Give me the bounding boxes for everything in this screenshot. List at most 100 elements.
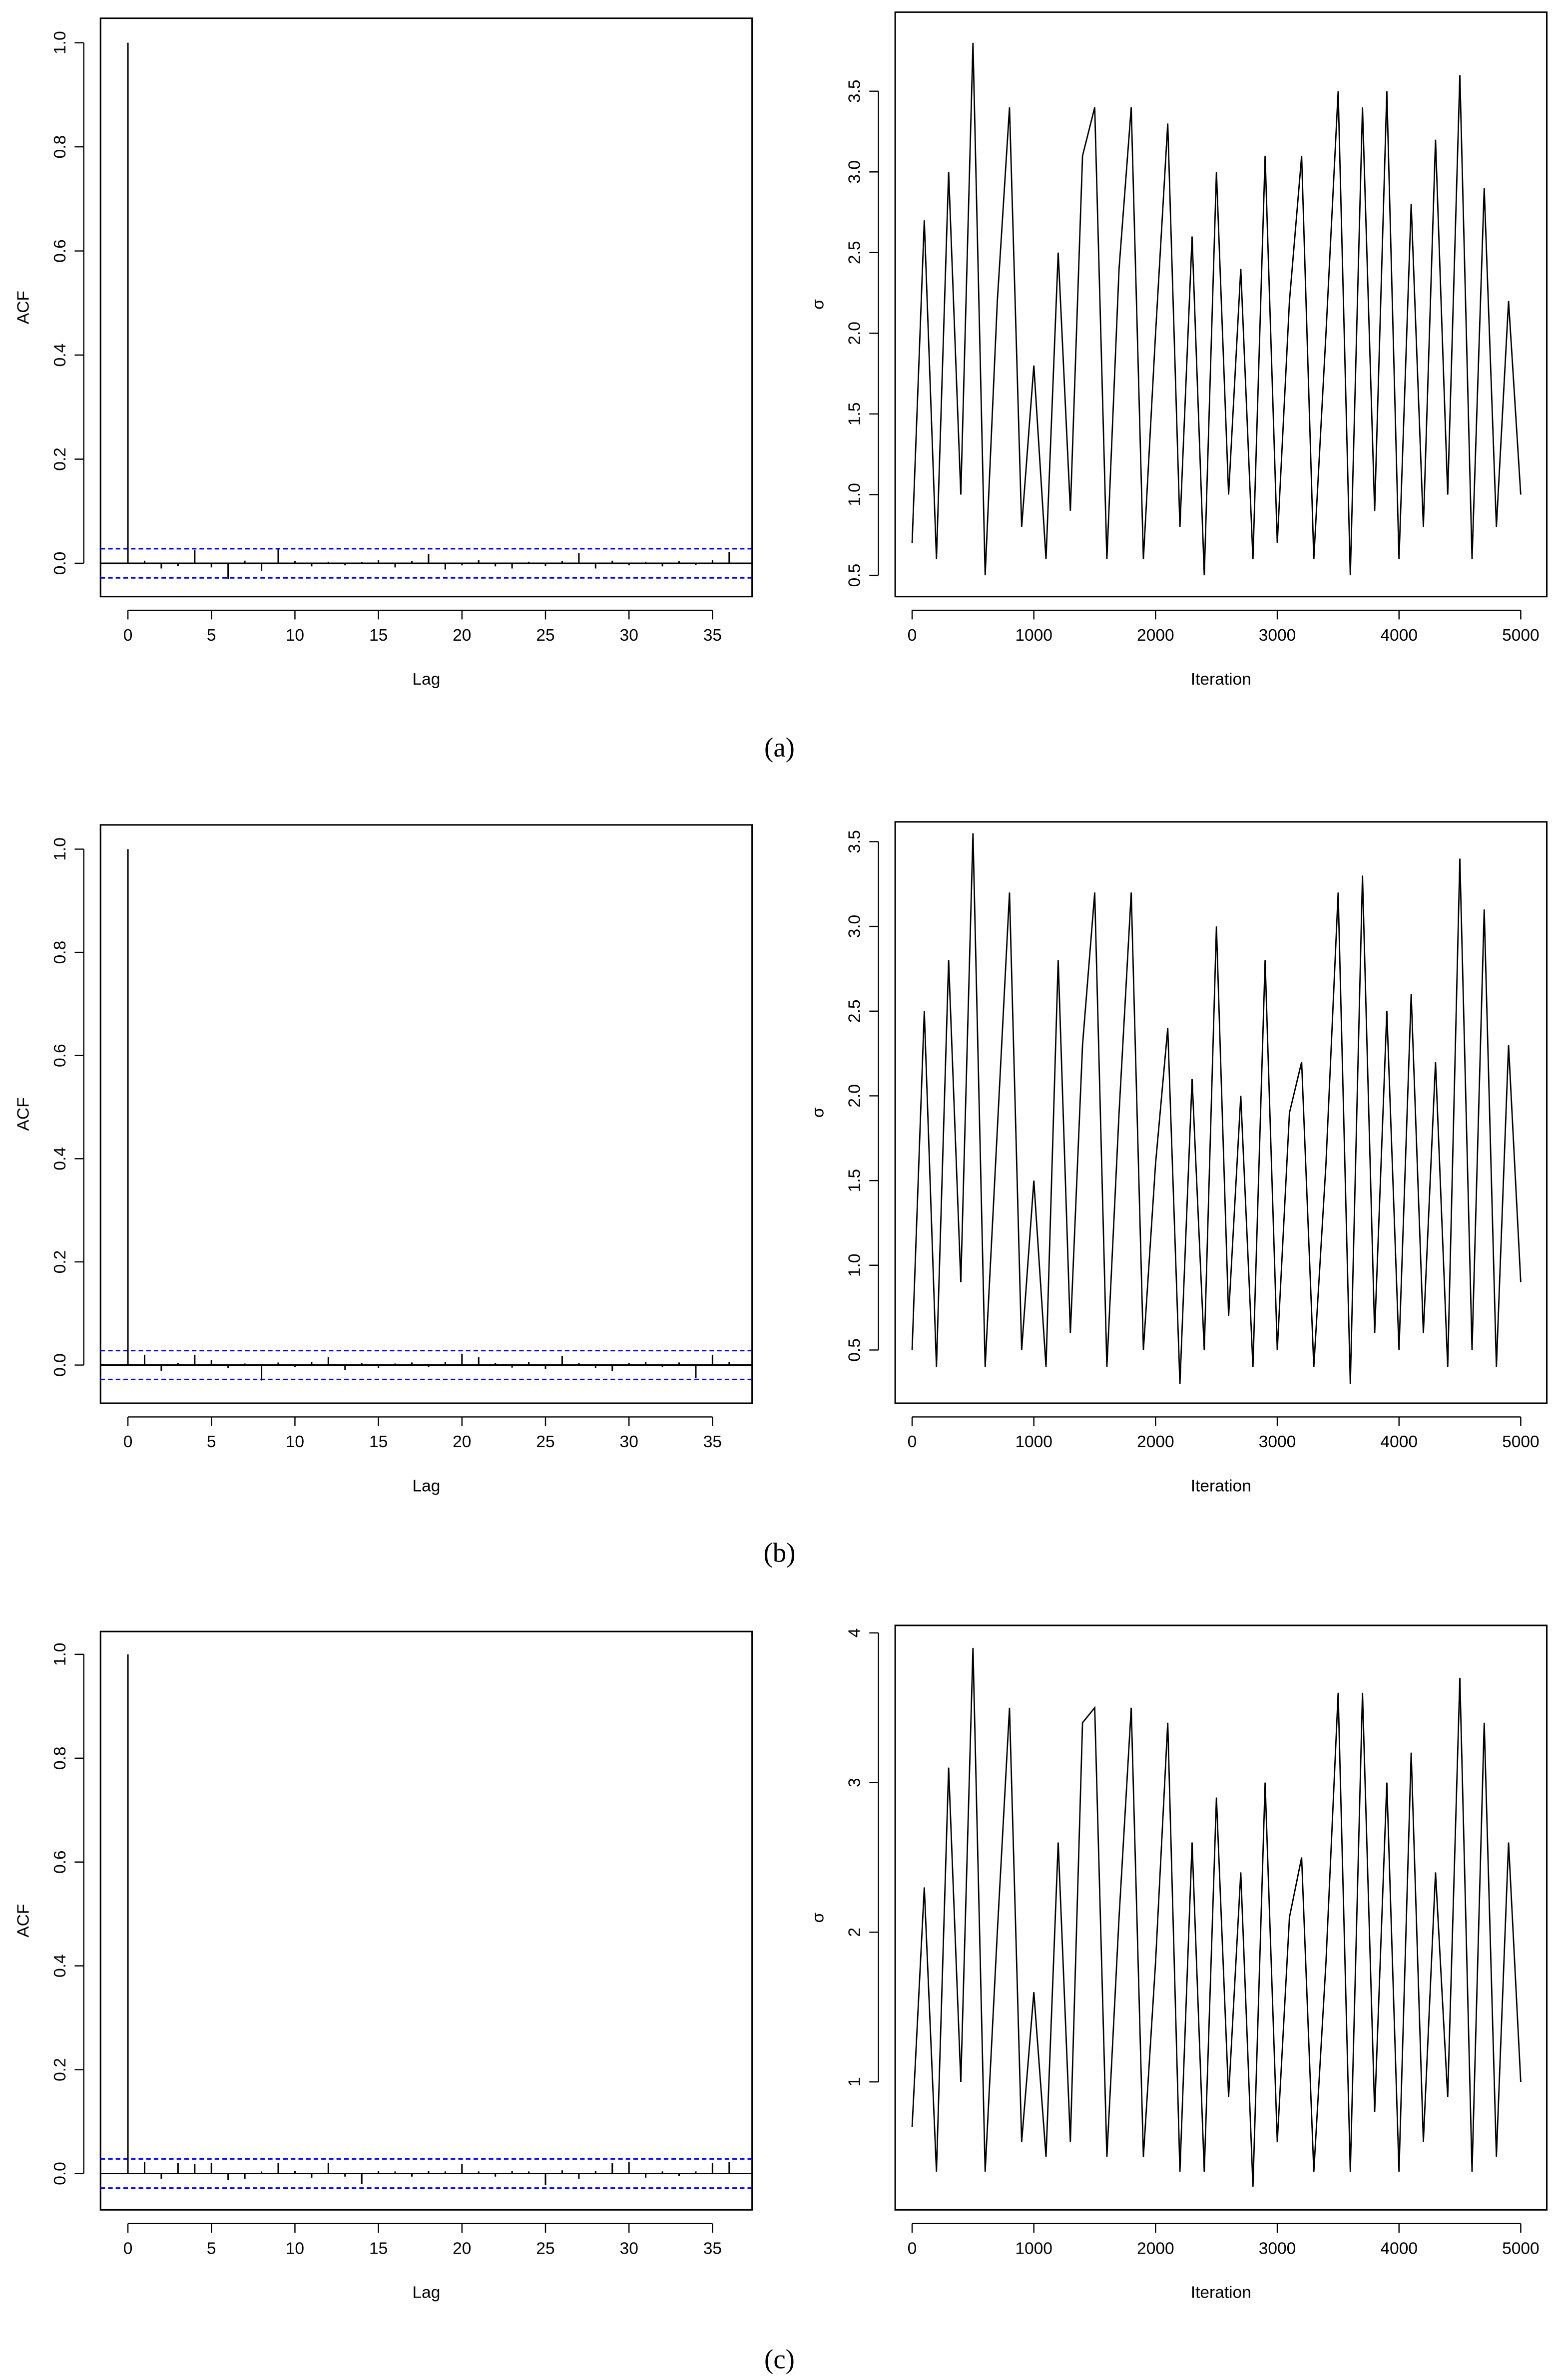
x-tick-label: 5: [207, 626, 216, 645]
y-axis-label: σ: [809, 1912, 828, 1923]
x-tick-label: 25: [536, 1433, 554, 1451]
x-tick-label: 25: [536, 626, 554, 645]
x-tick-label: 20: [453, 626, 471, 645]
x-tick-label: 0: [123, 1433, 133, 1451]
y-tick-label: 3.5: [846, 79, 864, 103]
y-axis-label: σ: [809, 299, 828, 310]
x-tick-label: 0: [908, 2239, 917, 2258]
x-tick-label: 25: [536, 2239, 554, 2258]
x-tick-label: 1000: [1015, 2239, 1052, 2258]
plot-box: [894, 1624, 1548, 2211]
y-tick-label: 0.2: [51, 1250, 69, 1274]
x-axis-label: Lag: [412, 2284, 440, 2302]
caption: (c): [764, 2344, 795, 2375]
x-tick-label: 2000: [1137, 2239, 1174, 2258]
x-tick-label: 5000: [1502, 626, 1540, 645]
x-tick-label: 10: [286, 626, 304, 645]
x-axis-label: Lag: [412, 1477, 440, 1495]
x-tick-label: 30: [620, 2239, 638, 2258]
y-tick-label: 0.5: [846, 564, 864, 587]
y-tick-label: 0.0: [51, 2162, 69, 2185]
x-tick-label: 10: [286, 2239, 304, 2258]
trace-line: [911, 42, 1522, 576]
y-tick-label: 0.8: [51, 135, 69, 159]
y-tick-label: 3.0: [846, 160, 864, 184]
y-tick-label: 2.5: [846, 241, 864, 265]
y-tick-label: 1.0: [51, 837, 69, 861]
y-tick-label: 0.0: [51, 552, 69, 575]
x-tick-label: 3000: [1259, 626, 1296, 645]
trace-line: [911, 1647, 1522, 2187]
x-tick-label: 35: [703, 2239, 722, 2258]
y-tick-label: 1: [846, 2077, 864, 2087]
y-tick-label: 0.4: [51, 1954, 69, 1978]
x-tick-label: 15: [369, 626, 388, 645]
y-tick-label: 0.2: [51, 2058, 69, 2081]
x-tick-label: 30: [620, 1433, 638, 1451]
y-tick-label: 0.6: [51, 1850, 69, 1874]
y-axis-label: ACF: [14, 1904, 33, 1938]
y-tick-label: 2.5: [846, 999, 864, 1023]
x-tick-label: 4000: [1380, 1433, 1418, 1451]
caption: (b): [764, 1537, 796, 1568]
plot-box: [99, 824, 753, 1404]
plot-box: [894, 11, 1548, 598]
y-tick-label: 0.8: [51, 1747, 69, 1770]
y-tick-label: 0.4: [51, 344, 69, 367]
plot-box: [99, 1630, 753, 2211]
x-tick-label: 2000: [1137, 1433, 1174, 1451]
x-tick-label: 3000: [1259, 1433, 1296, 1451]
y-tick-label: 0.4: [51, 1147, 69, 1171]
y-tick-label: 3.5: [846, 830, 864, 853]
y-tick-label: 3.0: [846, 915, 864, 938]
x-tick-label: 15: [369, 2239, 388, 2258]
trace-line: [911, 833, 1522, 1384]
y-tick-label: 1.5: [846, 402, 864, 426]
y-tick-label: 1.5: [846, 1169, 864, 1192]
x-tick-label: 0: [908, 1433, 917, 1451]
caption: (a): [764, 732, 795, 763]
y-tick-label: 1.0: [846, 1253, 864, 1277]
y-tick-label: 2.0: [846, 322, 864, 345]
x-tick-label: 15: [369, 1433, 388, 1451]
y-tick-label: 2: [846, 1928, 864, 1937]
x-tick-label: 5000: [1502, 2239, 1540, 2258]
y-tick-label: 1.0: [51, 1643, 69, 1666]
y-tick-label: 1.0: [51, 31, 69, 54]
x-tick-label: 5: [207, 2239, 216, 2258]
x-tick-label: 0: [908, 626, 917, 645]
x-axis-label: Iteration: [1191, 670, 1251, 689]
x-tick-label: 30: [620, 626, 638, 645]
x-tick-label: 0: [123, 2239, 133, 2258]
plot-box: [894, 821, 1548, 1404]
x-tick-label: 1000: [1015, 626, 1052, 645]
x-tick-label: 20: [453, 1433, 471, 1451]
x-tick-label: 3000: [1259, 2239, 1296, 2258]
x-tick-label: 4000: [1380, 2239, 1418, 2258]
x-axis-label: Iteration: [1191, 2284, 1251, 2302]
x-tick-label: 2000: [1137, 626, 1174, 645]
x-axis-label: Iteration: [1191, 1477, 1251, 1495]
y-axis-label: ACF: [14, 291, 33, 324]
x-tick-label: 35: [703, 626, 722, 645]
y-tick-label: 2.0: [846, 1084, 864, 1108]
y-axis-label: σ: [809, 1107, 828, 1118]
x-tick-label: 5000: [1502, 1433, 1540, 1451]
x-tick-label: 4000: [1380, 626, 1418, 645]
x-tick-label: 0: [123, 626, 133, 645]
x-tick-label: 5: [207, 1433, 216, 1451]
y-tick-label: 0.6: [51, 1044, 69, 1067]
y-tick-label: 0.8: [51, 941, 69, 964]
x-axis-label: Lag: [412, 670, 440, 689]
x-tick-label: 1000: [1015, 1433, 1052, 1451]
plot-box: [99, 17, 753, 598]
y-tick-label: 0.6: [51, 239, 69, 263]
y-axis-label: ACF: [14, 1097, 33, 1131]
y-tick-label: 3: [846, 1778, 864, 1787]
y-tick-label: 0.5: [846, 1338, 864, 1362]
y-tick-label: 4: [846, 1628, 864, 1638]
y-tick-label: 0.2: [51, 447, 69, 471]
